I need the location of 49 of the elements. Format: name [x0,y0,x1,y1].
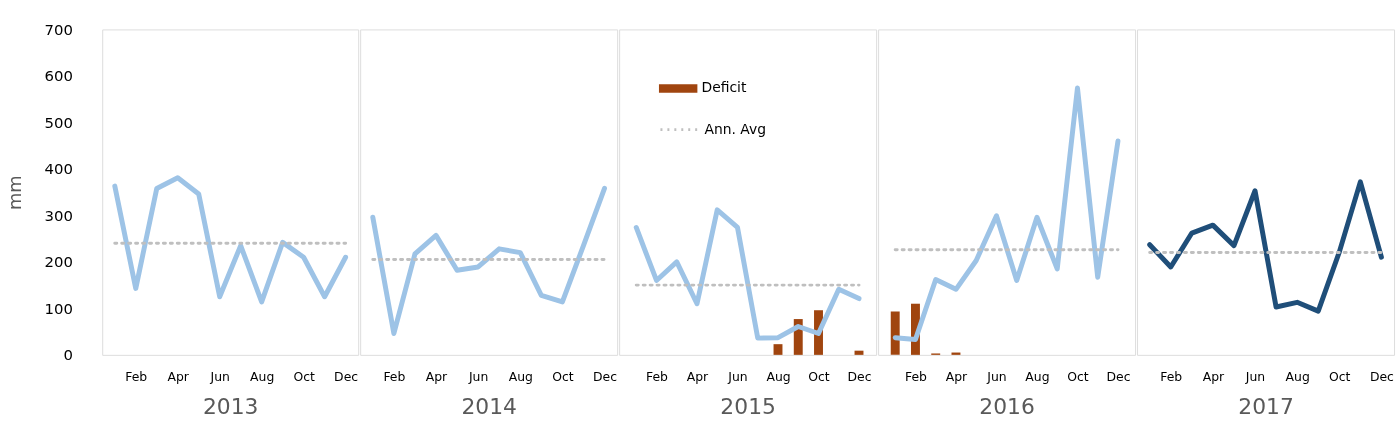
x-tick-label: Jun [1244,369,1266,385]
x-tick-label: Dec [1369,369,1395,385]
x-tick-label: Oct [808,369,830,385]
legend-label: Ann. Avg [704,120,767,137]
x-tick-label: Aug [508,369,533,385]
y-tick-label: 0 [63,346,73,365]
y-tick-label: 100 [44,299,73,318]
x-tick-label: Oct [1329,369,1351,385]
x-tick-label: Jun [727,369,748,385]
x-tick-label: Feb [383,369,406,385]
x-tick-label: Dec [1106,369,1131,385]
x-axis-title: 2017 [1238,394,1294,420]
y-tick-label: 500 [44,113,73,132]
x-tick-label: Dec [847,369,872,385]
y-axis-title: mm [3,175,25,211]
y-tick-label: 200 [44,253,73,272]
bar [773,344,783,355]
legend-label: Deficit [701,79,747,96]
bar [890,311,900,355]
x-tick-label: Apr [167,369,190,385]
y-tick-label: 300 [44,206,73,225]
x-tick-label: Apr [945,369,969,385]
x-axis-title: 2014 [461,394,517,420]
x-tick-label: Feb [646,369,669,385]
x-tick-label: Apr [1202,369,1226,385]
y-tick-label: 400 [44,160,73,179]
x-axis-title: 2013 [202,394,259,420]
x-tick-label: Aug [766,369,791,385]
x-tick-label: Jun [986,369,1007,385]
x-tick-label: Oct [552,369,574,385]
x-axis-title: 2016 [979,394,1035,420]
x-tick-label: Oct [1067,369,1089,385]
x-axis-title: 2015 [720,394,776,420]
x-tick-label: Aug [250,369,275,385]
x-tick-label: Feb [125,369,148,385]
x-tick-label: Apr [686,369,710,385]
x-tick-label: Dec [593,369,618,385]
y-tick-label: 600 [44,67,73,86]
x-tick-label: Aug [1285,369,1310,385]
x-tick-label: Jun [467,369,489,385]
x-tick-label: Feb [1160,369,1183,385]
x-tick-label: Feb [904,369,928,385]
line-series [112,175,349,305]
x-tick-label: Apr [425,369,449,385]
x-tick-label: Aug [1025,369,1050,385]
y-tick-label: 700 [44,20,73,39]
x-tick-label: Jun [209,369,230,385]
x-tick-label: Dec [334,369,359,385]
x-tick-label: Oct [293,369,315,385]
